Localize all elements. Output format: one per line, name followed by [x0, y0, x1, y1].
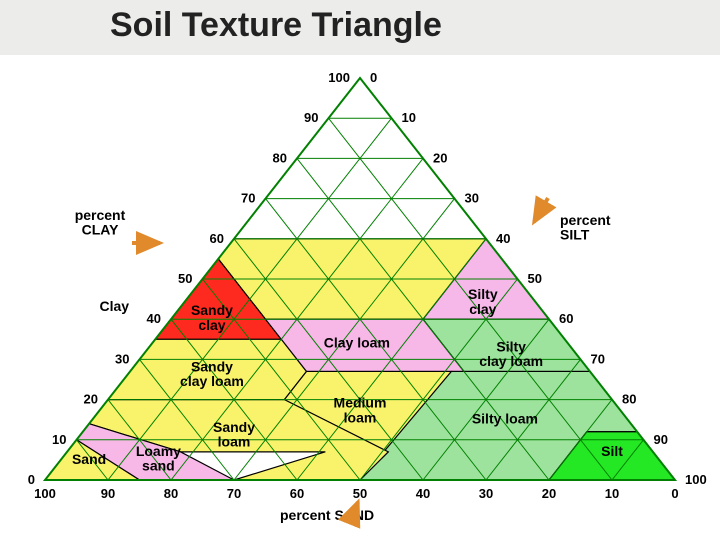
- tick-clay-50: 50: [178, 271, 192, 286]
- tick-sand-80: 80: [164, 486, 178, 501]
- region-label-sand: Sand: [72, 451, 106, 467]
- tick-clay-20: 20: [84, 392, 98, 407]
- tick-clay-30: 30: [115, 351, 129, 366]
- tick-sand-0: 0: [671, 486, 678, 501]
- tick-clay-10: 10: [52, 432, 66, 447]
- tick-silt-90: 90: [654, 432, 668, 447]
- tick-sand-30: 30: [479, 486, 493, 501]
- tick-sand-50: 50: [353, 486, 367, 501]
- tick-silt-60: 60: [559, 311, 573, 326]
- tick-clay-100: 100: [328, 70, 350, 85]
- tick-silt-100: 100: [685, 472, 707, 487]
- tick-silt-0: 0: [370, 70, 377, 85]
- triangle-svg: 0 0 0 10 10 10 20 20 20 30 30 30 40 40 40 50 50 50 60 60 60 7…: [0, 0, 720, 540]
- diagram-root: Soil Texture Triangle 0 0 0 10 10 10 20 20 20 30 3…: [0, 0, 720, 540]
- tick-silt-30: 30: [465, 191, 479, 206]
- tick-clay-0: 0: [28, 472, 35, 487]
- tick-clay-90: 90: [304, 110, 318, 125]
- region-label-silty-clay: Siltyclay: [468, 286, 498, 317]
- tick-clay-40: 40: [147, 311, 161, 326]
- tick-sand-20: 20: [542, 486, 556, 501]
- tick-clay-80: 80: [273, 150, 287, 165]
- tick-clay-70: 70: [241, 191, 255, 206]
- tick-silt-40: 40: [496, 231, 510, 246]
- region-label-silt: Silt: [601, 443, 623, 459]
- page-title: Soil Texture Triangle: [110, 6, 442, 45]
- tick-clay-60: 60: [210, 231, 224, 246]
- tick-silt-10: 10: [402, 110, 416, 125]
- region-label-clay-loam: Clay loam: [324, 334, 390, 350]
- axis-label-sand: percent SAND: [280, 507, 374, 523]
- tick-sand-10: 10: [605, 486, 619, 501]
- axis-label-clay: percentCLAY: [75, 207, 126, 238]
- tick-sand-60: 60: [290, 486, 304, 501]
- region-label-sandy-loam: Sandyloam: [213, 419, 255, 450]
- tick-sand-40: 40: [416, 486, 430, 501]
- tick-silt-50: 50: [528, 271, 542, 286]
- tick-sand-100: 100: [34, 486, 56, 501]
- tick-sand-70: 70: [227, 486, 241, 501]
- tick-sand-90: 90: [101, 486, 115, 501]
- region-label-silt-loam: Silty loam: [472, 411, 538, 427]
- tick-silt-70: 70: [591, 351, 605, 366]
- tick-silt-20: 20: [433, 150, 447, 165]
- tick-silt-80: 80: [622, 392, 636, 407]
- region-label-loamy-sand: Loamysand: [136, 443, 181, 474]
- region-label-clay: Clay: [100, 298, 130, 314]
